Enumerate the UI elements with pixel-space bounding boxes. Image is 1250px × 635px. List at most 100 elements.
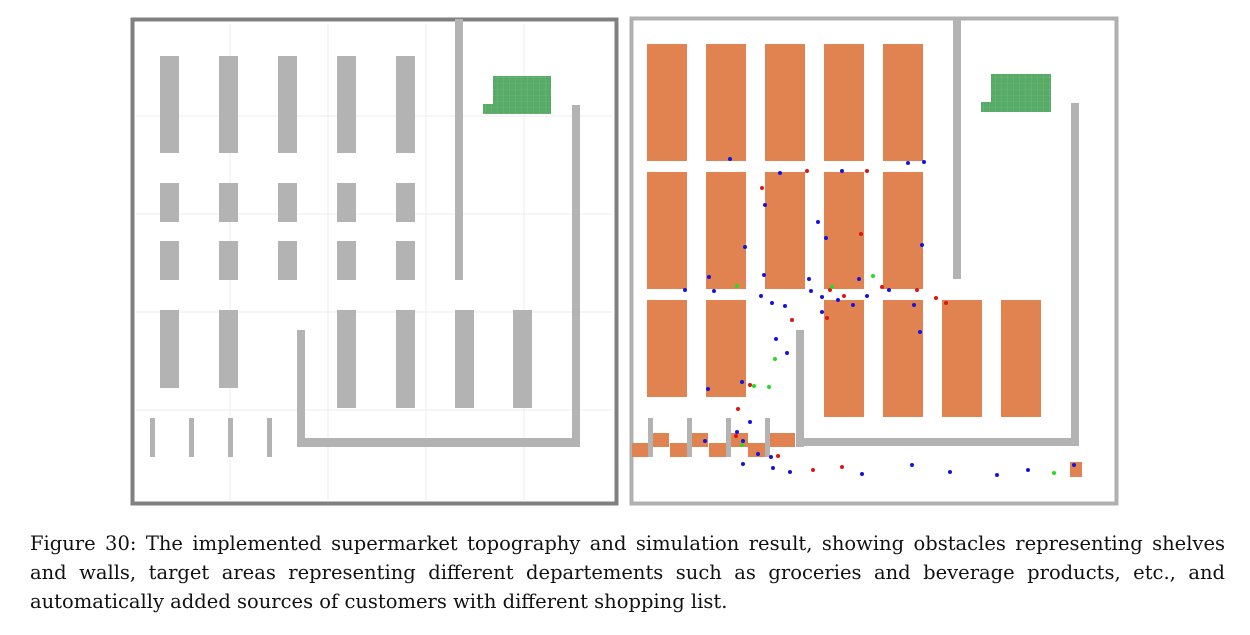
post <box>150 418 155 457</box>
customer-red <box>825 316 829 320</box>
target-shelf <box>1001 300 1041 417</box>
customer-red <box>790 318 794 322</box>
shelf <box>396 310 415 408</box>
shelf <box>396 56 415 153</box>
target-shelf <box>765 44 805 161</box>
customer-blue <box>816 220 820 224</box>
customer-blue <box>748 420 752 424</box>
customer-blue <box>809 289 813 293</box>
checkout-block <box>770 433 795 447</box>
left-panel-topography <box>130 17 619 506</box>
shelf <box>278 56 297 153</box>
wall <box>796 438 1079 446</box>
customer-blue <box>1072 463 1076 467</box>
left-walls <box>297 19 580 447</box>
target-shelf <box>883 44 923 161</box>
shelf <box>455 310 474 408</box>
customer-blue <box>683 288 687 292</box>
wall <box>297 330 305 447</box>
shelf <box>278 183 297 222</box>
shelf <box>337 241 356 280</box>
customer-blue <box>820 310 824 314</box>
customer-red <box>805 169 809 173</box>
target-shelf <box>824 172 864 289</box>
customer-red <box>811 468 815 472</box>
checkout-block <box>709 443 727 457</box>
shelf <box>396 183 415 222</box>
post <box>228 418 233 457</box>
checkout-block <box>748 443 766 457</box>
customer-blue <box>836 298 840 302</box>
customer-blue <box>778 171 782 175</box>
customer-blue <box>1026 468 1030 472</box>
shelf <box>160 183 179 222</box>
target-shelf <box>883 300 923 417</box>
shelf <box>219 310 238 388</box>
shelf <box>160 56 179 153</box>
customer-blue <box>995 473 999 477</box>
customer-blue <box>712 289 716 293</box>
customer-red <box>828 288 832 292</box>
customer-green <box>830 285 834 289</box>
customer-blue <box>774 337 778 341</box>
customer-blue <box>807 277 811 281</box>
customer-red <box>880 285 884 289</box>
post <box>726 418 731 457</box>
right-green-target <box>981 74 1051 112</box>
post <box>648 418 653 457</box>
checkout-block <box>670 443 688 457</box>
checkout-block <box>632 443 650 457</box>
figure-label: Figure 30: <box>30 532 137 555</box>
wall <box>953 18 961 279</box>
shelf <box>396 241 415 280</box>
customer-blue <box>922 160 926 164</box>
post <box>687 418 692 457</box>
customer-blue <box>735 430 739 434</box>
post <box>267 418 272 457</box>
right-shelf-targets <box>632 44 1082 477</box>
customer-blue <box>906 161 910 165</box>
customer-blue <box>910 463 914 467</box>
customer-blue <box>741 462 745 466</box>
customer-blue <box>741 439 745 443</box>
right-panel-simulation <box>629 16 1119 506</box>
customer-blue <box>783 304 787 308</box>
customer-red <box>734 434 738 438</box>
customer-green <box>735 284 739 288</box>
shelf <box>337 56 356 153</box>
target-shelf <box>647 300 687 397</box>
customer-green <box>767 385 771 389</box>
customer-red <box>859 232 863 236</box>
customer-blue <box>771 466 775 470</box>
customer-red <box>865 169 869 173</box>
wall <box>455 19 463 280</box>
left-shelves <box>150 56 532 457</box>
target-shelf <box>824 44 864 161</box>
customer-blue <box>756 452 760 456</box>
customer-blue <box>763 203 767 207</box>
customer-red <box>736 407 740 411</box>
checkout-block <box>690 433 708 447</box>
shelf <box>337 183 356 222</box>
post <box>765 418 770 457</box>
shelf <box>160 241 179 280</box>
customer-blue <box>865 294 869 298</box>
customer-blue <box>851 303 855 307</box>
customer-blue <box>912 303 916 307</box>
customer-green <box>773 357 777 361</box>
figure-caption: Figure 30: The implemented supermarket t… <box>30 529 1225 616</box>
customer-red <box>760 186 764 190</box>
shelf <box>160 310 179 388</box>
checkout-block <box>651 433 669 447</box>
customer-blue <box>824 236 828 240</box>
shelf <box>219 56 238 153</box>
shelf <box>337 310 356 408</box>
target-shelf <box>706 44 746 161</box>
customer-blue <box>948 470 952 474</box>
left-green-target <box>483 76 551 114</box>
target-shelf <box>824 300 864 417</box>
target-shelf <box>883 172 923 289</box>
target-shelf <box>706 300 746 397</box>
target-shelf <box>647 44 687 161</box>
customer-red <box>776 454 780 458</box>
